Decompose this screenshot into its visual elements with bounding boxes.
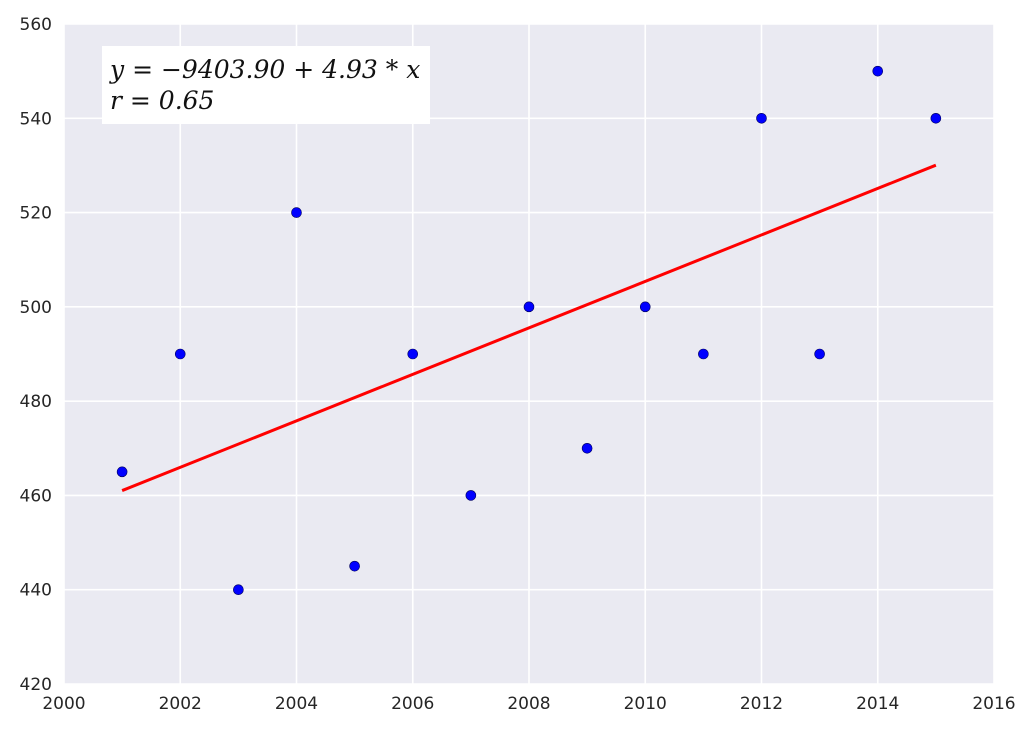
data-point [581,442,593,454]
x-tick-label: 2014 [856,694,899,714]
data-points [116,65,942,596]
annotation-background [102,46,430,124]
data-point [291,207,302,218]
x-axis-tick-labels: 2000 2002 2004 2006 2008 2010 2012 2014 2016 [42,694,1015,714]
x-tick-label: 2000 [42,694,85,714]
y-tick-label: 420 [20,675,52,695]
data-point [116,466,128,478]
data-point [174,348,186,360]
data-point [872,65,884,77]
equation-annotation: y = −9403.90 + 4.93 * x [109,55,420,84]
y-tick-label: 520 [20,204,52,224]
data-point [523,301,535,313]
y-tick-label: 540 [20,109,52,129]
x-tick-label: 2006 [391,694,434,714]
data-point [639,301,651,313]
regression-line [121,163,937,492]
data-point [814,348,825,360]
x-tick-label: 2016 [972,694,1015,714]
data-point [698,348,709,360]
y-tick-label: 480 [20,392,52,412]
y-axis-tick-labels: 420 440 460 480 500 520 540 560 [20,15,52,695]
annotation-box: y = −9403.90 + 4.93 * x r = 0.65 [102,46,430,124]
data-point [349,560,360,572]
y-tick-label: 500 [20,298,52,318]
y-tick-label: 560 [20,15,52,35]
data-point [465,490,477,501]
data-point [407,348,419,360]
x-tick-label: 2010 [624,694,667,714]
x-tick-label: 2012 [740,694,783,714]
y-tick-label: 440 [20,581,52,601]
x-tick-label: 2004 [275,694,318,714]
x-tick-label: 2008 [507,694,550,714]
data-point [756,112,767,124]
data-point [930,112,942,124]
y-tick-label: 460 [20,486,52,506]
data-point [233,584,244,596]
x-tick-label: 2002 [159,694,202,714]
r-annotation: r = 0.65 [110,86,214,115]
